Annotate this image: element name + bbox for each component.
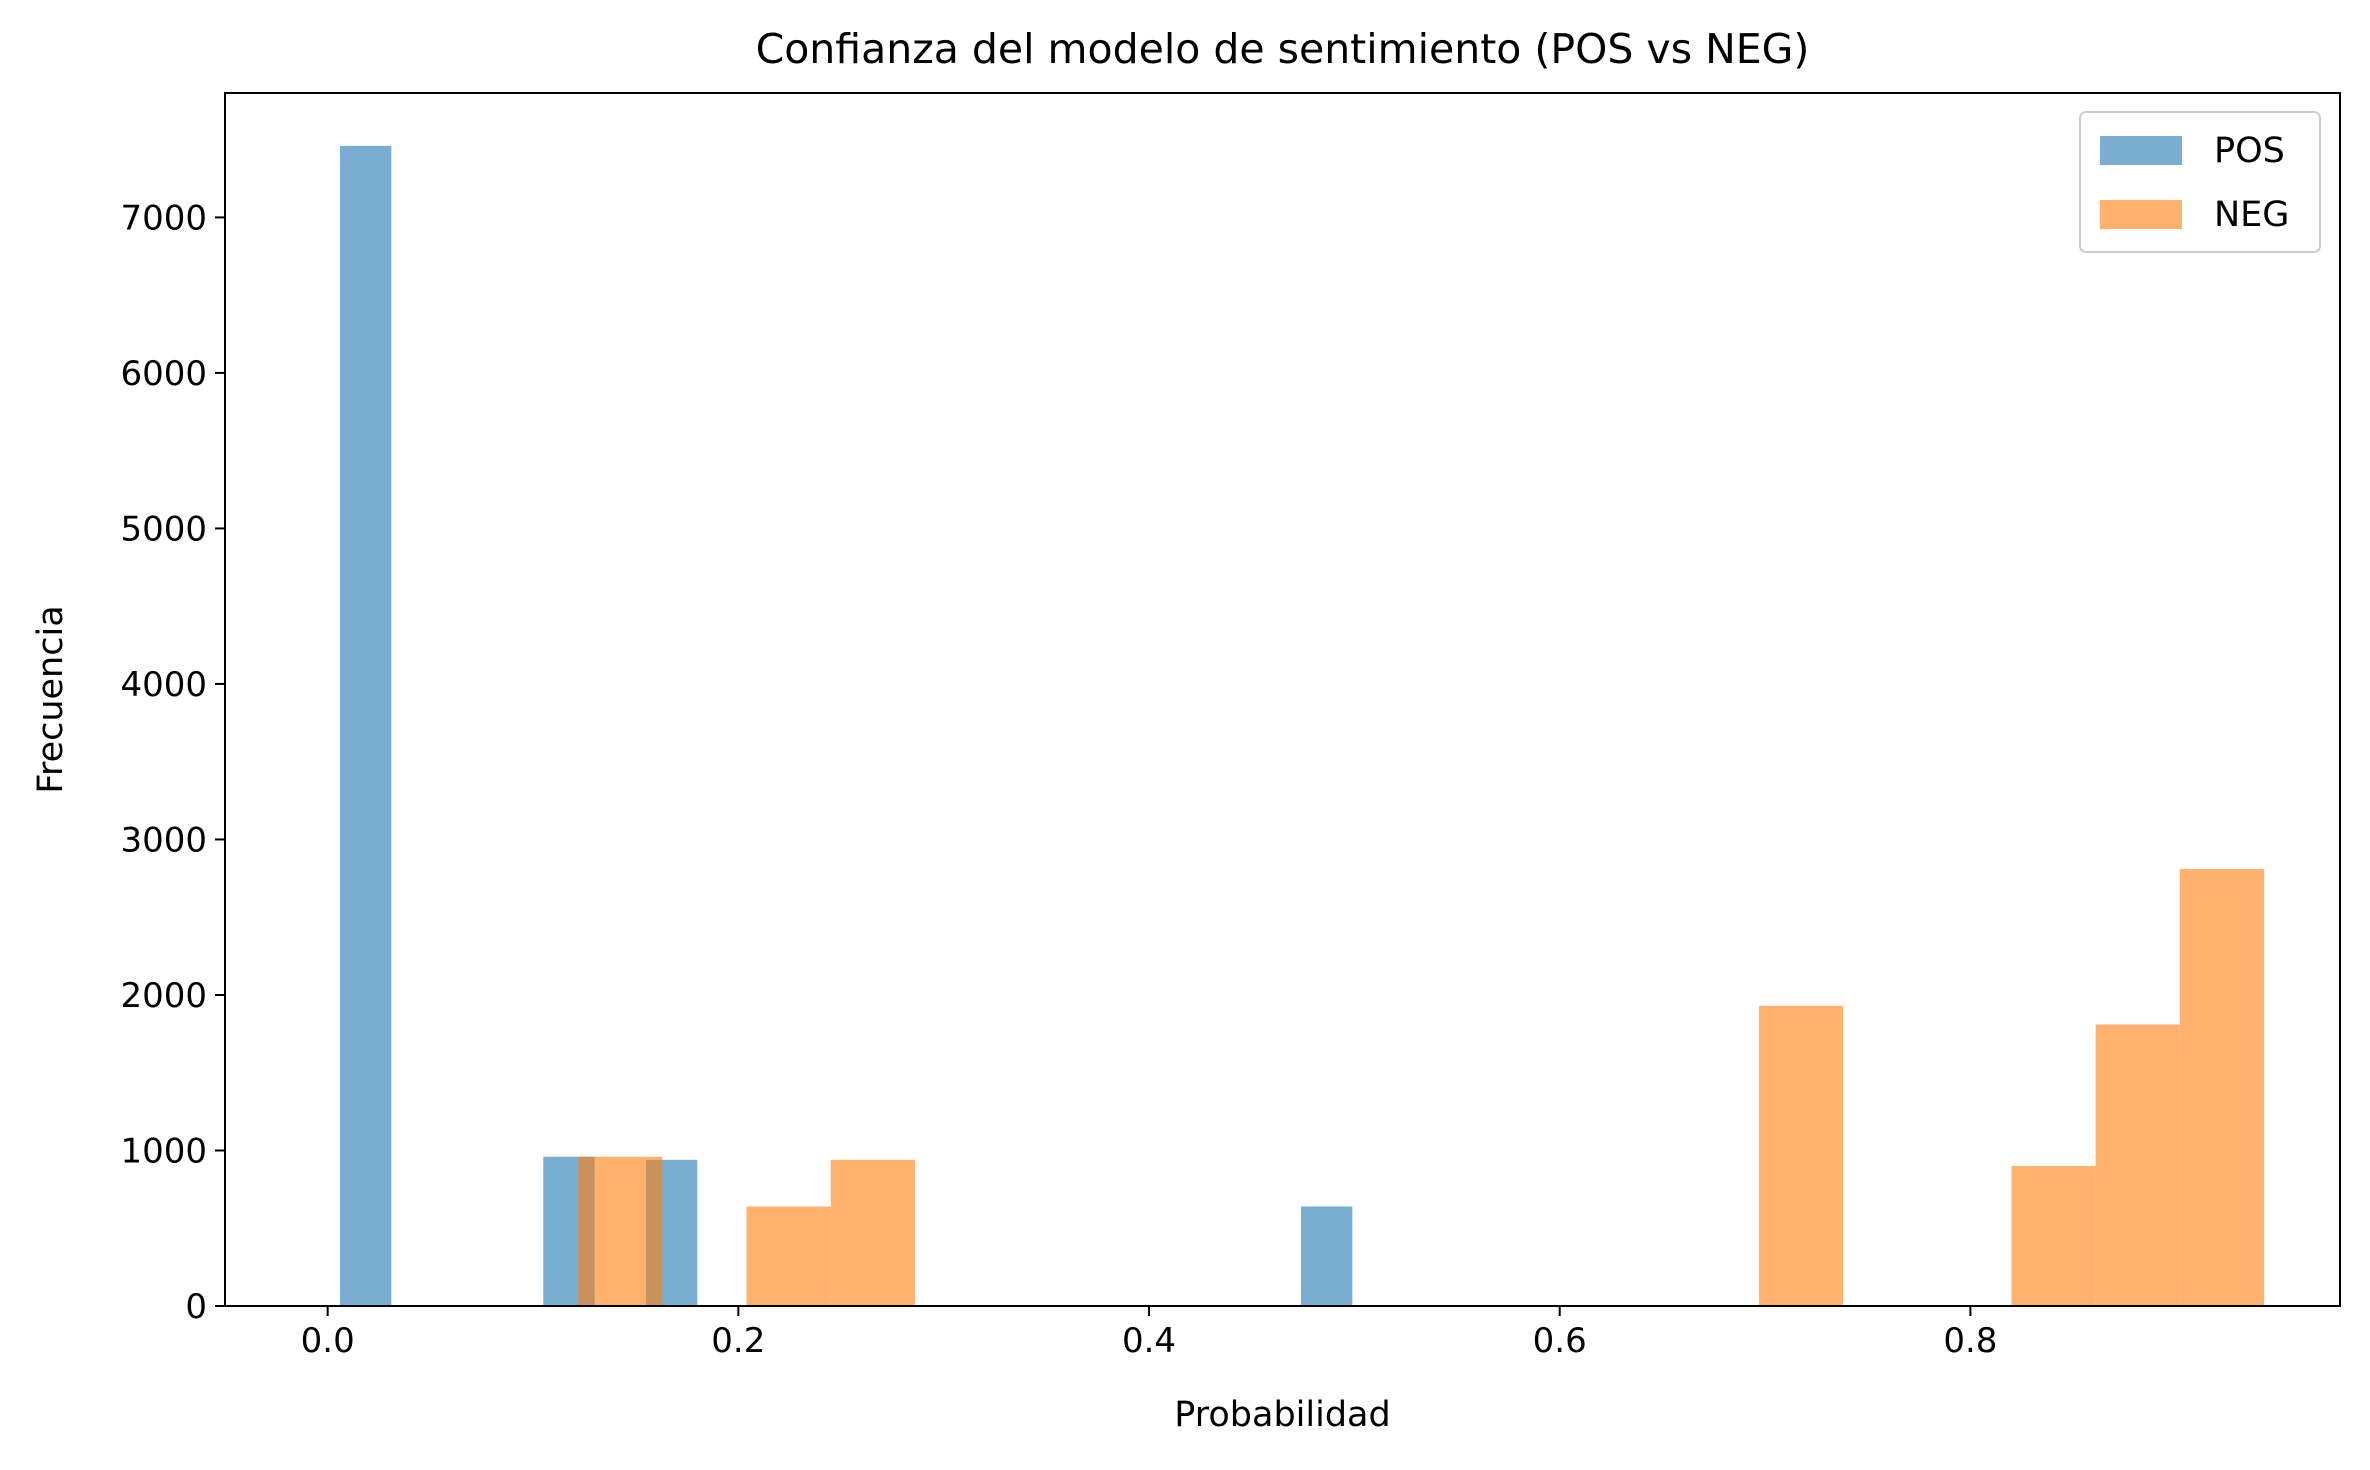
- legend: POS NEG: [2079, 111, 2321, 253]
- y-tick-label-4: 4000: [120, 665, 207, 705]
- y-tick-label-1: 1000: [120, 1131, 207, 1171]
- y-tick-label-6: 6000: [120, 354, 207, 394]
- legend-swatch-neg: [2100, 200, 2182, 229]
- neg-histogram-bar-5: [2095, 1024, 2180, 1306]
- y-tick-label-2: 2000: [120, 976, 207, 1016]
- x-axis-ticks: 0.0 0.2 0.4 0.6 0.8: [301, 1306, 1997, 1361]
- y-tick-label-3: 3000: [120, 820, 207, 860]
- pos-histogram-bar-0: [339, 145, 392, 1306]
- neg-histogram-bar-1: [746, 1206, 831, 1306]
- x-tick-label-1: 0.2: [711, 1321, 765, 1361]
- legend-label-pos: POS: [2214, 131, 2285, 171]
- y-axis-ticks: 0 1000 2000 3000 4000 5000 6000 7000: [120, 198, 225, 1327]
- x-tick-label-2: 0.4: [1122, 1321, 1176, 1361]
- pos-histogram-bar-3: [1300, 1206, 1353, 1306]
- plot-area-frame: [224, 92, 2341, 1307]
- x-tick-label-4: 0.8: [1943, 1321, 1997, 1361]
- x-tick-label-0: 0.0: [301, 1321, 355, 1361]
- neg-histogram-bar-4: [2011, 1166, 2096, 1306]
- y-tick-label-0: 0: [185, 1287, 207, 1327]
- neg-histogram-bar-6: [2179, 869, 2265, 1306]
- legend-label-neg: NEG: [2214, 195, 2289, 235]
- y-tick-label-5: 5000: [120, 509, 207, 549]
- chart-title: Confianza del modelo de sentimiento (POS…: [756, 25, 1810, 73]
- neg-histogram-bar-0: [578, 1156, 663, 1306]
- bars-layer: [339, 145, 2265, 1306]
- legend-swatch-pos: [2100, 136, 2182, 165]
- neg-histogram-bar-3: [1758, 1005, 1844, 1306]
- y-tick-label-7: 7000: [120, 198, 207, 238]
- y-axis-label: Frecuencia: [31, 605, 71, 793]
- x-tick-label-3: 0.6: [1533, 1321, 1587, 1361]
- neg-histogram-bar-2: [830, 1159, 915, 1306]
- x-axis-label: Probabilidad: [1174, 1395, 1390, 1435]
